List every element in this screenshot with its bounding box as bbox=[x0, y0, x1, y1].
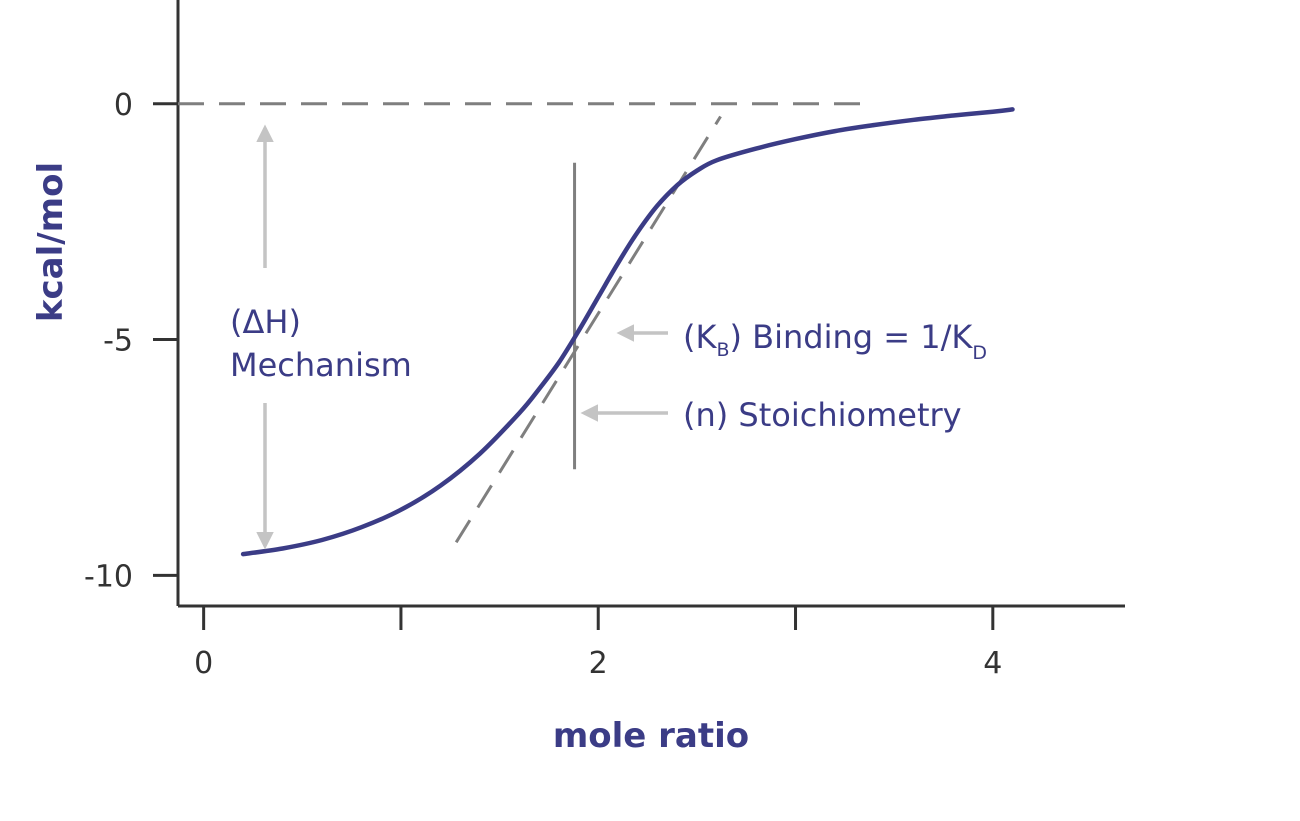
annotations: (ΔH) Mechanism (KB) Binding = 1/KD (n) S… bbox=[230, 124, 987, 550]
binding-label: (KB) Binding = 1/KD bbox=[683, 318, 987, 364]
binding-subscript-b: B bbox=[716, 339, 729, 361]
binding-middle: ) Binding = 1/K bbox=[730, 318, 974, 356]
binding-subscript-d: D bbox=[972, 342, 987, 364]
x-tick-label: 0 bbox=[194, 646, 213, 681]
axes: 0 -5 -10 0 2 4 bbox=[84, 0, 1125, 681]
binding-curve bbox=[240, 107, 1015, 557]
x-tick-label: 2 bbox=[589, 646, 608, 681]
series-layer bbox=[240, 107, 1015, 557]
mechanism-label: Mechanism bbox=[230, 346, 412, 384]
x-tick-label: 4 bbox=[983, 646, 1002, 681]
y-tick-label: 0 bbox=[114, 88, 133, 123]
y-axis-title: kcal/mol bbox=[31, 162, 71, 322]
y-tick-label: -10 bbox=[84, 559, 133, 594]
stoichiometry-label: (n) Stoichiometry bbox=[683, 396, 962, 434]
delta-h-label: (ΔH) bbox=[230, 303, 301, 341]
x-axis-title: mole ratio bbox=[553, 716, 749, 756]
axis-titles: mole ratio kcal/mol bbox=[31, 162, 749, 756]
binding-prefix: (K bbox=[683, 318, 717, 356]
y-tick-label: -5 bbox=[103, 324, 133, 359]
